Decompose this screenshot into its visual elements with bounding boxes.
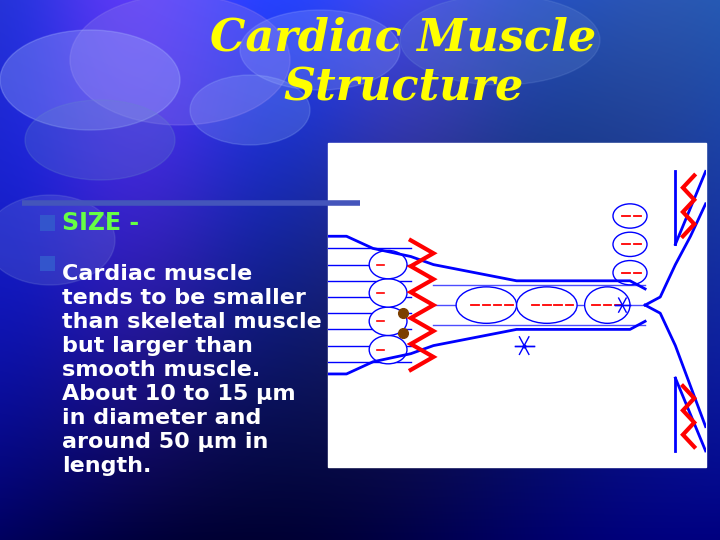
Text: Cardiac Muscle
Structure: Cardiac Muscle Structure [210, 16, 596, 109]
Ellipse shape [25, 100, 175, 180]
Ellipse shape [456, 287, 517, 323]
Ellipse shape [369, 279, 407, 307]
Ellipse shape [70, 0, 290, 125]
Text: SIZE -: SIZE - [62, 211, 139, 235]
Ellipse shape [369, 307, 407, 335]
Ellipse shape [190, 75, 310, 145]
FancyBboxPatch shape [40, 215, 55, 231]
Ellipse shape [369, 335, 407, 364]
Ellipse shape [613, 204, 647, 228]
Ellipse shape [369, 251, 407, 279]
Ellipse shape [400, 0, 600, 85]
FancyBboxPatch shape [328, 143, 706, 467]
Ellipse shape [516, 287, 577, 323]
Ellipse shape [613, 261, 647, 285]
Ellipse shape [0, 195, 115, 285]
Ellipse shape [585, 287, 630, 323]
Ellipse shape [0, 30, 180, 130]
Ellipse shape [240, 10, 400, 90]
Text: Cardiac muscle
tends to be smaller
than skeletal muscle
but larger than
smooth m: Cardiac muscle tends to be smaller than … [62, 264, 322, 476]
Ellipse shape [613, 232, 647, 256]
FancyBboxPatch shape [40, 256, 55, 271]
